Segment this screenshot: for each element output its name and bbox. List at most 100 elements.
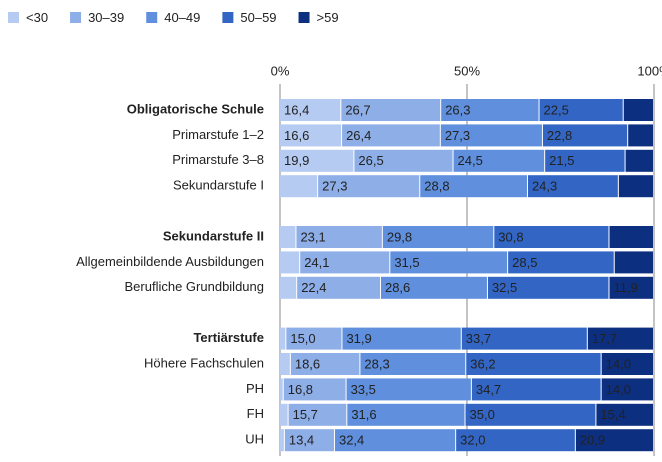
bar-segment [441,99,539,121]
bar-segment [609,276,653,299]
x-tick-label: 0% [271,63,290,78]
bar-segment [623,99,653,121]
data-label: 16,6 [284,128,309,143]
category-label: FH [247,406,264,421]
legend-label: 40–49 [164,10,200,25]
data-label: 27,3 [445,128,470,143]
bar-segment [456,429,575,452]
legend-label: 30–39 [88,10,124,25]
data-label: 24,3 [532,179,557,194]
bar-segment [297,276,380,299]
legend-label: >59 [317,10,339,25]
data-label: 15,0 [290,331,315,346]
legend-swatch [146,12,158,23]
bar-segment [284,429,334,452]
category-label: Sekundarstufe II [163,228,264,243]
bar-segment [601,378,653,401]
data-label: 22,8 [547,128,572,143]
data-label: 28,8 [424,179,449,194]
bar-segment [300,251,390,274]
data-label: 15,7 [293,407,318,422]
data-label: 11,9 [613,280,637,295]
data-label: 29,8 [387,229,412,244]
data-label: 31,9 [346,331,371,346]
bar-segment [347,403,465,426]
legend-label: 50–59 [240,10,276,25]
legend-swatch [70,12,82,23]
data-label: 32,5 [492,280,517,295]
category-label: Sekundarstufe I [173,178,264,193]
bar-segment [280,226,296,248]
data-label: 28,3 [364,356,389,371]
category-label: Obligatorische Schule [127,101,264,116]
data-label: 22,5 [544,102,569,117]
category-label: PH [246,381,264,396]
data-label: 32,0 [460,433,485,448]
category-label: Primarstufe 1–2 [172,127,264,142]
data-label: 26,4 [346,128,371,143]
legend-label: <30 [26,10,48,25]
category-label: Höhere Fachschulen [144,355,264,370]
data-label: 28,5 [512,255,537,270]
x-tick-label: 100% [637,63,662,78]
bar-segment [494,226,609,248]
bar-segment [280,175,318,198]
bar-segment [618,175,653,198]
bar-segment [601,353,653,375]
data-label: 27,3 [322,179,347,194]
bar-segment [420,175,527,198]
category-label: Primarstufe 3–8 [172,152,264,167]
bar-segment [575,429,653,452]
data-label: 33,5 [351,382,376,397]
data-label: 24,5 [458,153,483,168]
bar-segment [342,124,440,147]
data-label: 36,2 [470,356,495,371]
bar-segment [334,429,456,452]
bar-segment [283,378,346,401]
bar-segment [542,124,628,147]
data-label: 14,0 [606,382,631,397]
bar-segment [587,327,653,350]
data-label: 19,9 [284,153,309,168]
data-label: 17,7 [592,331,617,346]
data-label: 32,4 [339,433,364,448]
data-label: 31,6 [351,407,376,422]
bar-segment [290,353,360,375]
category-label: Berufliche Grundbildung [125,279,264,294]
bar-segment [453,149,545,172]
data-label: 30,8 [498,229,523,244]
category-label: UH [245,432,264,447]
bar-segment [280,327,286,350]
bar-segment [380,276,487,299]
data-label: 16,4 [284,102,309,117]
data-label: 24,1 [304,255,329,270]
bar-segment [296,226,382,248]
bar-segment [360,353,466,375]
bar-segment [596,403,653,426]
bar-segment [527,175,618,198]
bar-segment [280,251,300,274]
bar-segment [609,226,653,248]
bar-segment [440,124,542,147]
data-label: 35,0 [470,407,495,422]
bar-segment [508,251,614,274]
legend-swatch [298,12,310,23]
bar-segment [465,403,596,426]
bar-segment [628,124,653,147]
bar-segment [466,353,601,375]
bar-segment [614,251,653,274]
bar-segment [382,226,494,248]
data-label: 26,7 [345,102,370,117]
data-label: 16,8 [288,382,313,397]
bar-segment [471,378,601,401]
data-label: 34,7 [476,382,501,397]
bar-segment [280,403,288,426]
bar-segment [390,251,508,274]
data-label: 14,0 [606,356,631,371]
category-label: Tertiärstufe [193,330,264,345]
category-label: Allgemeinbildende Ausbildungen [76,254,264,269]
bar-segment [346,378,471,401]
data-label: 23,1 [300,229,325,244]
bar-segment [280,353,290,375]
